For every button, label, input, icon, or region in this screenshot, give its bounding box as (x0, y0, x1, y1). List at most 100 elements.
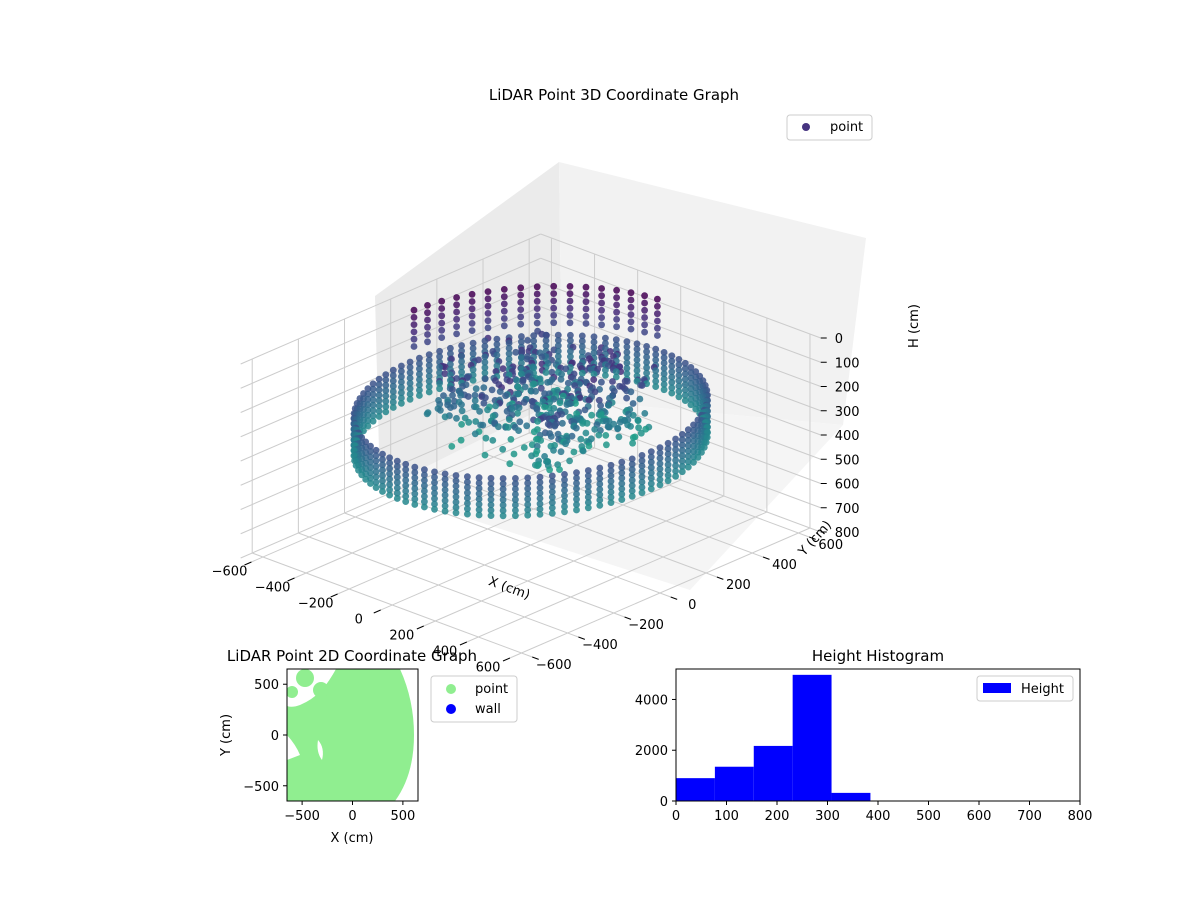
point-marker-3d (475, 490, 483, 498)
legend-3d-point-label: point (830, 120, 863, 135)
point-marker-3d (578, 369, 586, 377)
point-marker-3d (660, 381, 668, 388)
point-marker-3d (654, 332, 661, 339)
point-marker-3d (421, 493, 428, 500)
point-marker-3d (411, 463, 419, 471)
point-marker-3d (431, 505, 438, 513)
point-marker-3d (411, 495, 419, 503)
point-marker-3d (681, 370, 689, 378)
point-marker-3d (425, 377, 433, 385)
point-marker-3d (364, 417, 372, 424)
y-tick-3d (809, 536, 816, 540)
point-marker-3d (398, 367, 405, 375)
point-marker-3d (588, 411, 595, 419)
point-marker-3d (410, 335, 418, 343)
y-tick-label-3d: −200 (628, 618, 664, 633)
legend-histogram-frame (976, 675, 1074, 702)
point-marker-3d (402, 487, 410, 495)
point-marker-3d (684, 437, 692, 444)
point-marker-3d (465, 418, 473, 426)
point-marker-3d (369, 391, 377, 398)
point-marker-3d (484, 288, 492, 295)
point-marker-3d (398, 399, 405, 407)
point-marker-3d (672, 440, 679, 448)
point-marker-3d (512, 507, 519, 514)
point-marker-3d (660, 359, 668, 367)
legend-2d-wall-marker (446, 704, 456, 714)
point-marker-3d (628, 487, 636, 495)
point-marker-3d (389, 393, 397, 401)
grid-line (240, 379, 541, 510)
y-tick-3d (578, 636, 586, 640)
point-marker-3d (548, 509, 556, 517)
point-marker-3d (438, 297, 446, 305)
point-marker-3d (382, 371, 390, 378)
point-marker-3d (482, 434, 490, 442)
y-tick-label-hist: 0 (660, 795, 668, 810)
grid-line (466, 511, 768, 643)
point-marker-3d (436, 363, 443, 371)
point-marker-3d (452, 493, 460, 501)
x-tick-label-hist: 100 (714, 809, 739, 824)
point-marker-3d (613, 301, 620, 309)
point-marker-3d (518, 359, 525, 367)
point-marker-3d (386, 465, 393, 472)
point-marker-3d (554, 337, 562, 344)
point-marker-3d (582, 283, 590, 291)
point-marker-3d (533, 290, 541, 298)
point-marker-3d (520, 398, 528, 406)
point-marker-3d (542, 369, 550, 376)
point-marker-3d (379, 472, 386, 479)
point-marker-3d (548, 472, 556, 480)
point-marker-3d (447, 404, 454, 411)
point-marker-3d (517, 284, 525, 292)
point-marker-3d (607, 488, 615, 496)
point-marker-3d (607, 467, 615, 474)
point-marker-3d (512, 348, 520, 356)
y-tick-label-3d: 0 (688, 598, 696, 613)
point-marker-3d (582, 298, 590, 306)
point-marker-3d (517, 298, 525, 306)
point-marker-3d (638, 468, 646, 475)
point-marker-3d (615, 433, 623, 441)
point-marker-3d (623, 370, 631, 377)
point-marker-3d (389, 398, 397, 406)
point-marker-3d (452, 477, 460, 485)
point-marker-3d (386, 491, 393, 499)
point-marker-3d (557, 448, 565, 456)
point-marker-3d (633, 351, 641, 358)
point-marker-3d (425, 361, 433, 369)
point-marker-3d (694, 454, 702, 461)
point-marker-3d (672, 435, 679, 443)
point-marker-3d (642, 425, 650, 433)
point-marker-3d (457, 436, 465, 444)
point-marker-3d (487, 506, 495, 514)
point-marker-3d (532, 387, 539, 395)
point-marker-3d (559, 419, 566, 427)
point-marker-3d (500, 322, 508, 330)
point-marker-3d (550, 282, 558, 290)
point-marker-3d (481, 353, 489, 361)
point-marker-3d (484, 302, 492, 310)
point-marker-3d (548, 483, 556, 490)
chart-3d: LiDAR Point 3D Coordinate Graph −600 −400… (212, 86, 922, 676)
point-marker-3d (675, 366, 683, 374)
point-marker-3d (512, 485, 519, 493)
point-marker-3d (411, 474, 419, 482)
z-tick-label-3d: 600 (835, 478, 860, 493)
point-marker-3d (425, 351, 433, 358)
point-marker-3d (514, 409, 521, 417)
point-marker-3d (672, 446, 679, 453)
point-marker-3d (654, 295, 661, 303)
point-marker-3d (416, 381, 423, 389)
point-marker-3d (424, 331, 431, 338)
point-marker-3d (364, 422, 372, 430)
point-marker-3d (633, 356, 641, 364)
point-marker-3d (641, 306, 648, 314)
point-marker-3d (416, 386, 423, 394)
x-ticks-3d: −600 −400 −200 0 200 400 600 (212, 561, 511, 676)
point-marker-3d (643, 343, 650, 350)
point-marker-3d (464, 478, 471, 486)
point-marker-3d (554, 353, 562, 360)
point-marker-3d (425, 372, 433, 380)
